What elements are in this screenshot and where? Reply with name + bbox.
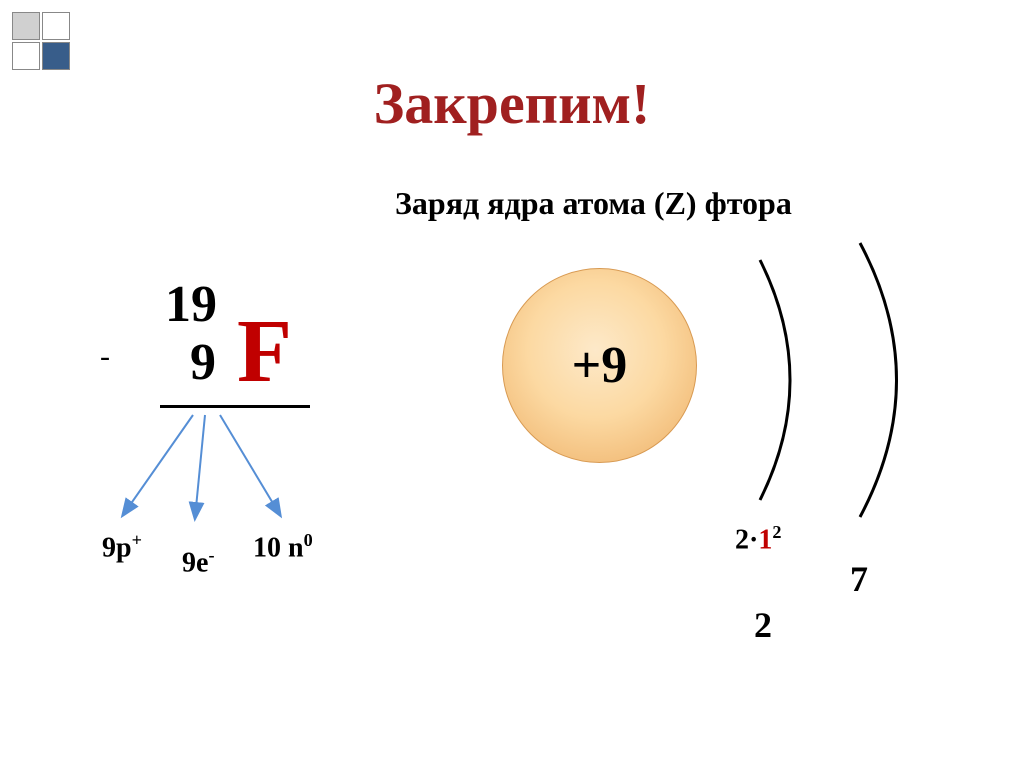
notation-underline <box>160 405 310 408</box>
square-br <box>42 42 70 70</box>
slide-title: Закрепим! <box>374 70 651 137</box>
element-symbol: F <box>237 300 292 403</box>
shell2-electron-count: 7 <box>850 558 868 600</box>
shell1-config: 2·12 <box>735 522 781 556</box>
square-tl <box>12 12 40 40</box>
electrons-label: 9e- <box>182 545 215 579</box>
mass-number: 19 <box>165 275 217 334</box>
arrows-diagram <box>95 410 355 525</box>
neutrons-label: 10 n0 <box>253 530 313 564</box>
corner-decoration <box>12 12 74 74</box>
protons-label: 9p+ <box>102 530 142 564</box>
isotope-notation: 19 - 9 F <box>125 275 345 405</box>
shell-arc-1 <box>760 260 790 500</box>
subtitle-text: Заряд ядра атома (Z) фтора <box>395 185 792 222</box>
square-bl <box>12 42 40 70</box>
shell-arc-2 <box>860 243 897 517</box>
square-tr <box>42 12 70 40</box>
minus-sign: - <box>100 340 110 374</box>
shell1-electron-count: 2 <box>754 604 772 646</box>
nucleus-charge: +9 <box>572 336 628 395</box>
electron-shells <box>685 235 945 525</box>
atomic-number: 9 <box>190 333 216 392</box>
nucleus-circle: +9 <box>502 268 697 463</box>
